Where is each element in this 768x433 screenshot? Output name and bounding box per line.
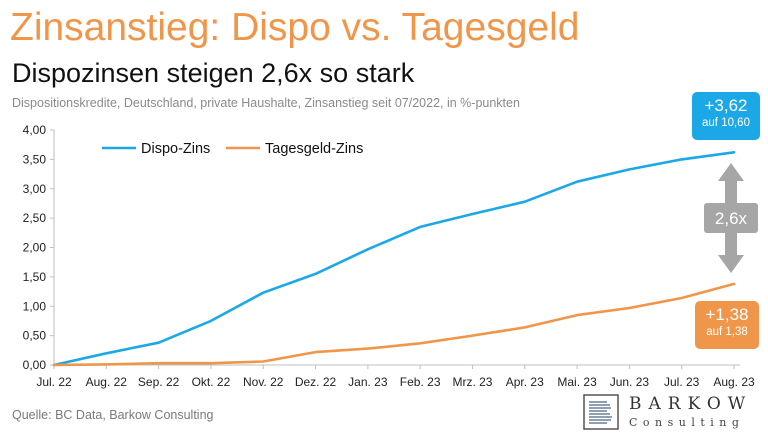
x-tick-label: Okt. 22 bbox=[192, 375, 231, 389]
barkow-logo: BARKOW Consulting bbox=[583, 394, 763, 432]
ratio-arrow-up bbox=[718, 163, 744, 204]
y-tick-label: 3,50 bbox=[23, 152, 47, 166]
dispo-callout: +3,62 auf 10,60 bbox=[692, 92, 760, 140]
x-tick-label: Jan. 23 bbox=[348, 375, 388, 389]
x-tick-label: Apr. 23 bbox=[506, 375, 544, 389]
y-tick-label: 0,50 bbox=[23, 329, 47, 343]
chart-description: Dispositionskredite, Deutschland, privat… bbox=[12, 96, 520, 110]
source-note: Quelle: BC Data, Barkow Consulting bbox=[12, 408, 214, 422]
y-tick-label: 4,00 bbox=[23, 123, 47, 137]
x-tick-label: Feb. 23 bbox=[400, 375, 441, 389]
ratio-arrow-down bbox=[718, 232, 744, 273]
tagesgeld-callout: +1,38 auf 1,38 bbox=[695, 301, 759, 349]
y-tick-label: 2,50 bbox=[23, 211, 47, 225]
page-title: Zinsanstieg: Dispo vs. Tagesgeld bbox=[10, 6, 580, 49]
x-tick-label: Jun. 23 bbox=[610, 375, 650, 389]
dispo-zins-line bbox=[52, 151, 736, 367]
barkow-logo-icon bbox=[583, 394, 619, 430]
y-tick-label: 1,50 bbox=[23, 270, 47, 284]
tagesgeld-callout-level: auf 1,38 bbox=[706, 326, 748, 338]
ratio-label: 2,6x bbox=[715, 209, 748, 228]
y-tick-label: 1,00 bbox=[23, 299, 47, 313]
ratio-box bbox=[704, 203, 758, 233]
tagesgeld-zins-line bbox=[52, 282, 736, 367]
chart-subtitle: Dispozinsen steigen 2,6x so stark bbox=[12, 58, 415, 88]
y-tick-label: 3,00 bbox=[23, 182, 47, 196]
x-tick-label: Mrz. 23 bbox=[452, 375, 492, 389]
x-tick-label: Jul. 22 bbox=[36, 375, 72, 389]
x-tick-label: Dez. 22 bbox=[295, 375, 337, 389]
x-tick-label: Jul. 23 bbox=[664, 375, 700, 389]
x-tick-label: Mai. 23 bbox=[557, 375, 597, 389]
x-tick-label: Aug. 22 bbox=[86, 375, 128, 389]
dispo-callout-value: +3,62 bbox=[704, 96, 748, 115]
logo-subtitle: Consulting bbox=[629, 416, 745, 429]
dispo-callout-level: auf 10,60 bbox=[702, 117, 750, 129]
dispo-zins-legend-label: Dispo-Zins bbox=[141, 141, 210, 157]
tagesgeld-callout-value: +1,38 bbox=[705, 305, 749, 324]
logo-name: BARKOW bbox=[629, 394, 753, 414]
x-tick-label: Sep. 22 bbox=[138, 375, 180, 389]
x-tick-label: Aug. 23 bbox=[713, 375, 755, 389]
y-tick-label: 2,00 bbox=[23, 241, 47, 255]
y-tick-label: 0,00 bbox=[23, 358, 47, 372]
x-tick-label: Nov. 22 bbox=[243, 375, 284, 389]
tagesgeld-zins-legend-label: Tagesgeld-Zins bbox=[265, 141, 363, 157]
